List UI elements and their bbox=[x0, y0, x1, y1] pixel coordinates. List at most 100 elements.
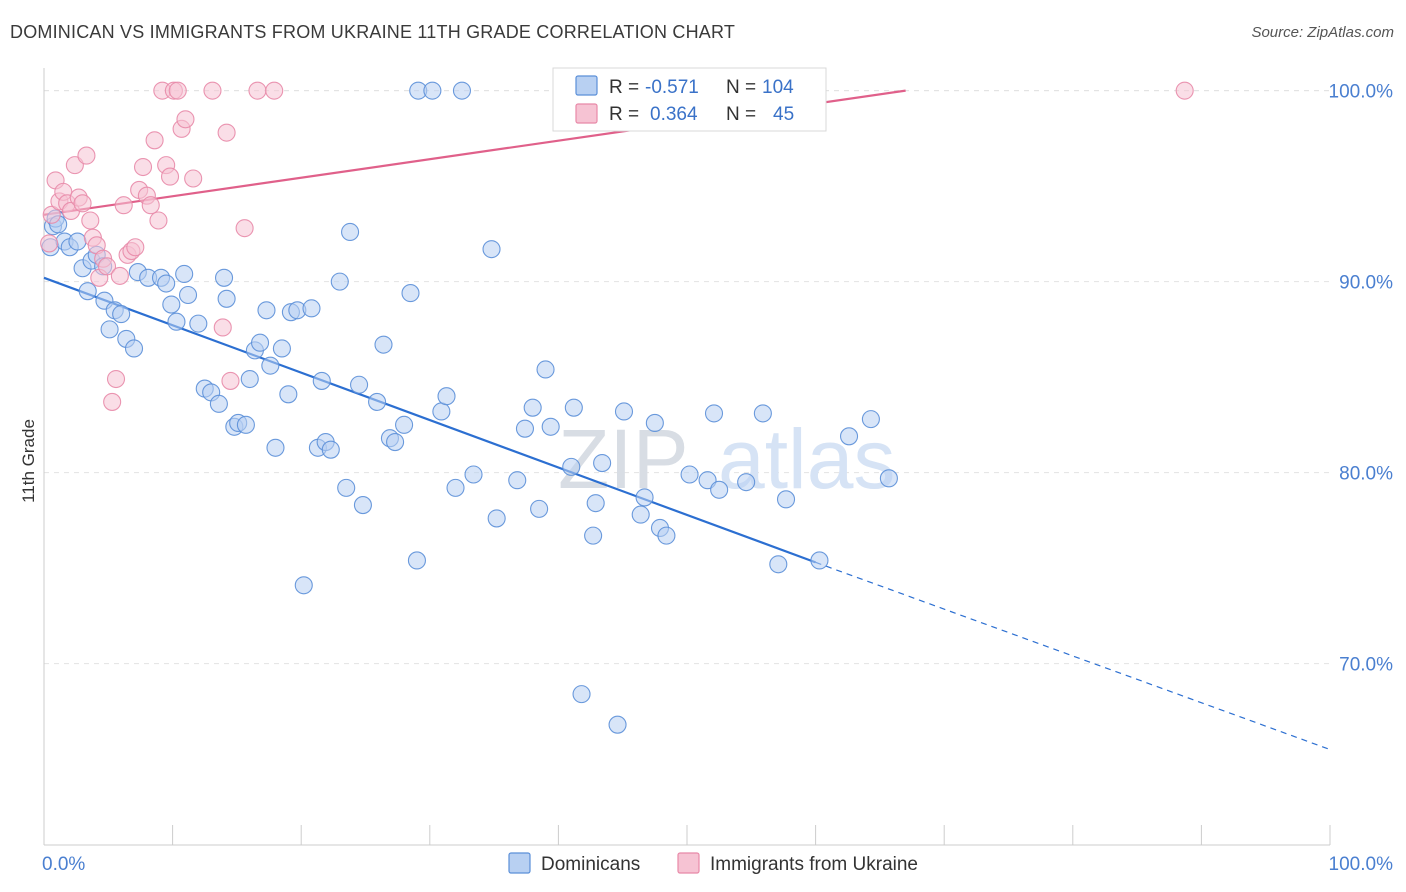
point-ukraine-23 bbox=[126, 238, 145, 257]
point-dominicans-82 bbox=[586, 494, 605, 513]
point-dominicans-62 bbox=[407, 551, 426, 570]
point-dominicans-38 bbox=[257, 301, 276, 320]
point-dominicans-52 bbox=[337, 478, 356, 497]
point-ukraine-41 bbox=[221, 371, 240, 390]
point-ukraine-44 bbox=[265, 81, 284, 100]
point-dominicans-54 bbox=[350, 375, 369, 394]
stats-r-label-ukraine: R = bbox=[609, 104, 644, 125]
point-dominicans-75 bbox=[530, 499, 549, 518]
point-dominicans-102 bbox=[879, 469, 898, 488]
y-tick-label-3: 70.0% bbox=[1339, 655, 1393, 676]
point-ukraine-34 bbox=[168, 81, 187, 100]
point-ukraine-38 bbox=[203, 81, 222, 100]
point-ukraine-32 bbox=[160, 167, 180, 186]
point-dominicans-87 bbox=[635, 488, 654, 507]
point-dominicans-15 bbox=[112, 305, 131, 324]
point-dominicans-88 bbox=[645, 413, 664, 432]
point-dominicans-79 bbox=[564, 398, 583, 417]
y-axis-title: 11th Grade bbox=[19, 419, 38, 503]
stats-legend-box bbox=[552, 67, 827, 132]
point-ukraine-16 bbox=[97, 257, 117, 276]
point-dominicans-83 bbox=[593, 453, 612, 473]
point-dominicans-97 bbox=[769, 555, 788, 574]
point-dominicans-13 bbox=[100, 320, 119, 339]
point-dominicans-90 bbox=[657, 526, 676, 545]
stats-r-value-dominicans: -0.571 bbox=[645, 77, 699, 98]
point-dominicans-45 bbox=[294, 576, 313, 595]
trend-line-dominicans-extension bbox=[815, 561, 1331, 751]
point-dominicans-72 bbox=[508, 471, 527, 490]
point-dominicans-84 bbox=[608, 715, 627, 734]
point-ukraine-40 bbox=[217, 123, 236, 142]
stats-swatch-ukraine bbox=[575, 103, 598, 124]
point-dominicans-55 bbox=[353, 496, 372, 515]
point-ukraine-39 bbox=[213, 318, 232, 337]
axes bbox=[43, 68, 1331, 846]
x-tick-label-max: 100.0% bbox=[1329, 854, 1394, 875]
point-dominicans-41 bbox=[272, 339, 291, 358]
point-ukraine-42 bbox=[235, 219, 254, 238]
y-tick-labels: 100.0% 90.0% 80.0% 70.0% bbox=[1329, 82, 1394, 676]
point-dominicans-99 bbox=[810, 551, 829, 570]
point-ukraine-27 bbox=[141, 196, 160, 215]
point-dominicans-96 bbox=[753, 404, 772, 423]
point-dominicans-21 bbox=[157, 274, 176, 293]
point-dominicans-78 bbox=[562, 457, 581, 476]
point-ukraine-19 bbox=[110, 266, 129, 285]
y-tick-label-1: 90.0% bbox=[1339, 273, 1393, 294]
stats-n-value-ukraine: 45 bbox=[773, 104, 794, 125]
point-dominicans-57 bbox=[374, 335, 393, 354]
point-dominicans-70 bbox=[482, 240, 501, 259]
point-ukraine-10 bbox=[77, 146, 96, 165]
source-label: Source: ZipAtlas.com bbox=[1251, 24, 1394, 41]
point-dominicans-34 bbox=[236, 415, 255, 434]
stats-swatch-dominicans bbox=[575, 75, 598, 96]
point-ukraine-0 bbox=[40, 234, 59, 253]
point-dominicans-69 bbox=[464, 465, 483, 484]
point-dominicans-40 bbox=[266, 438, 285, 457]
point-ukraine-18 bbox=[106, 369, 126, 389]
point-dominicans-68 bbox=[452, 81, 472, 100]
point-dominicans-31 bbox=[217, 289, 236, 308]
point-dominicans-65 bbox=[432, 402, 451, 421]
point-dominicans-61 bbox=[401, 284, 420, 303]
point-dominicans-64 bbox=[423, 81, 442, 100]
point-dominicans-101 bbox=[861, 410, 880, 429]
point-dominicans-24 bbox=[175, 264, 194, 284]
legend-swatch-dominicans bbox=[508, 852, 531, 874]
point-ukraine-37 bbox=[184, 169, 203, 188]
x-tick-labels: 0.0% 100.0% bbox=[42, 854, 1393, 875]
point-dominicans-50 bbox=[321, 440, 340, 459]
y-tick-label-0: 100.0% bbox=[1329, 82, 1394, 103]
point-ukraine-17 bbox=[103, 392, 122, 411]
point-ukraine-11 bbox=[81, 211, 100, 230]
point-dominicans-25 bbox=[178, 285, 198, 305]
data-points bbox=[40, 81, 1194, 734]
point-dominicans-91 bbox=[680, 465, 699, 484]
point-dominicans-66 bbox=[437, 387, 456, 406]
stats-r-value-ukraine: 0.364 bbox=[650, 104, 698, 125]
point-ukraine-36 bbox=[176, 110, 195, 129]
point-dominicans-98 bbox=[776, 490, 796, 509]
point-ukraine-1 bbox=[42, 205, 61, 224]
point-dominicans-51 bbox=[330, 272, 349, 291]
point-dominicans-71 bbox=[487, 509, 506, 528]
chart-title: DOMINICAN VS IMMIGRANTS FROM UKRAINE 11T… bbox=[10, 22, 736, 42]
point-dominicans-26 bbox=[189, 314, 208, 333]
legend-label-dominicans: Dominicans bbox=[541, 854, 640, 875]
point-dominicans-67 bbox=[446, 478, 465, 497]
point-ukraine-25 bbox=[133, 157, 153, 177]
point-dominicans-23 bbox=[167, 312, 186, 331]
point-ukraine-43 bbox=[248, 81, 267, 100]
point-dominicans-100 bbox=[839, 427, 859, 446]
point-ukraine-20 bbox=[114, 196, 133, 215]
point-dominicans-95 bbox=[737, 473, 756, 492]
point-dominicans-17 bbox=[124, 339, 144, 358]
legend-label-ukraine: Immigrants from Ukraine bbox=[710, 854, 918, 875]
point-dominicans-39 bbox=[261, 356, 280, 375]
point-dominicans-93 bbox=[704, 404, 724, 423]
point-dominicans-48 bbox=[312, 371, 331, 390]
point-dominicans-30 bbox=[214, 268, 234, 287]
y-tick-label-2: 80.0% bbox=[1339, 464, 1393, 485]
